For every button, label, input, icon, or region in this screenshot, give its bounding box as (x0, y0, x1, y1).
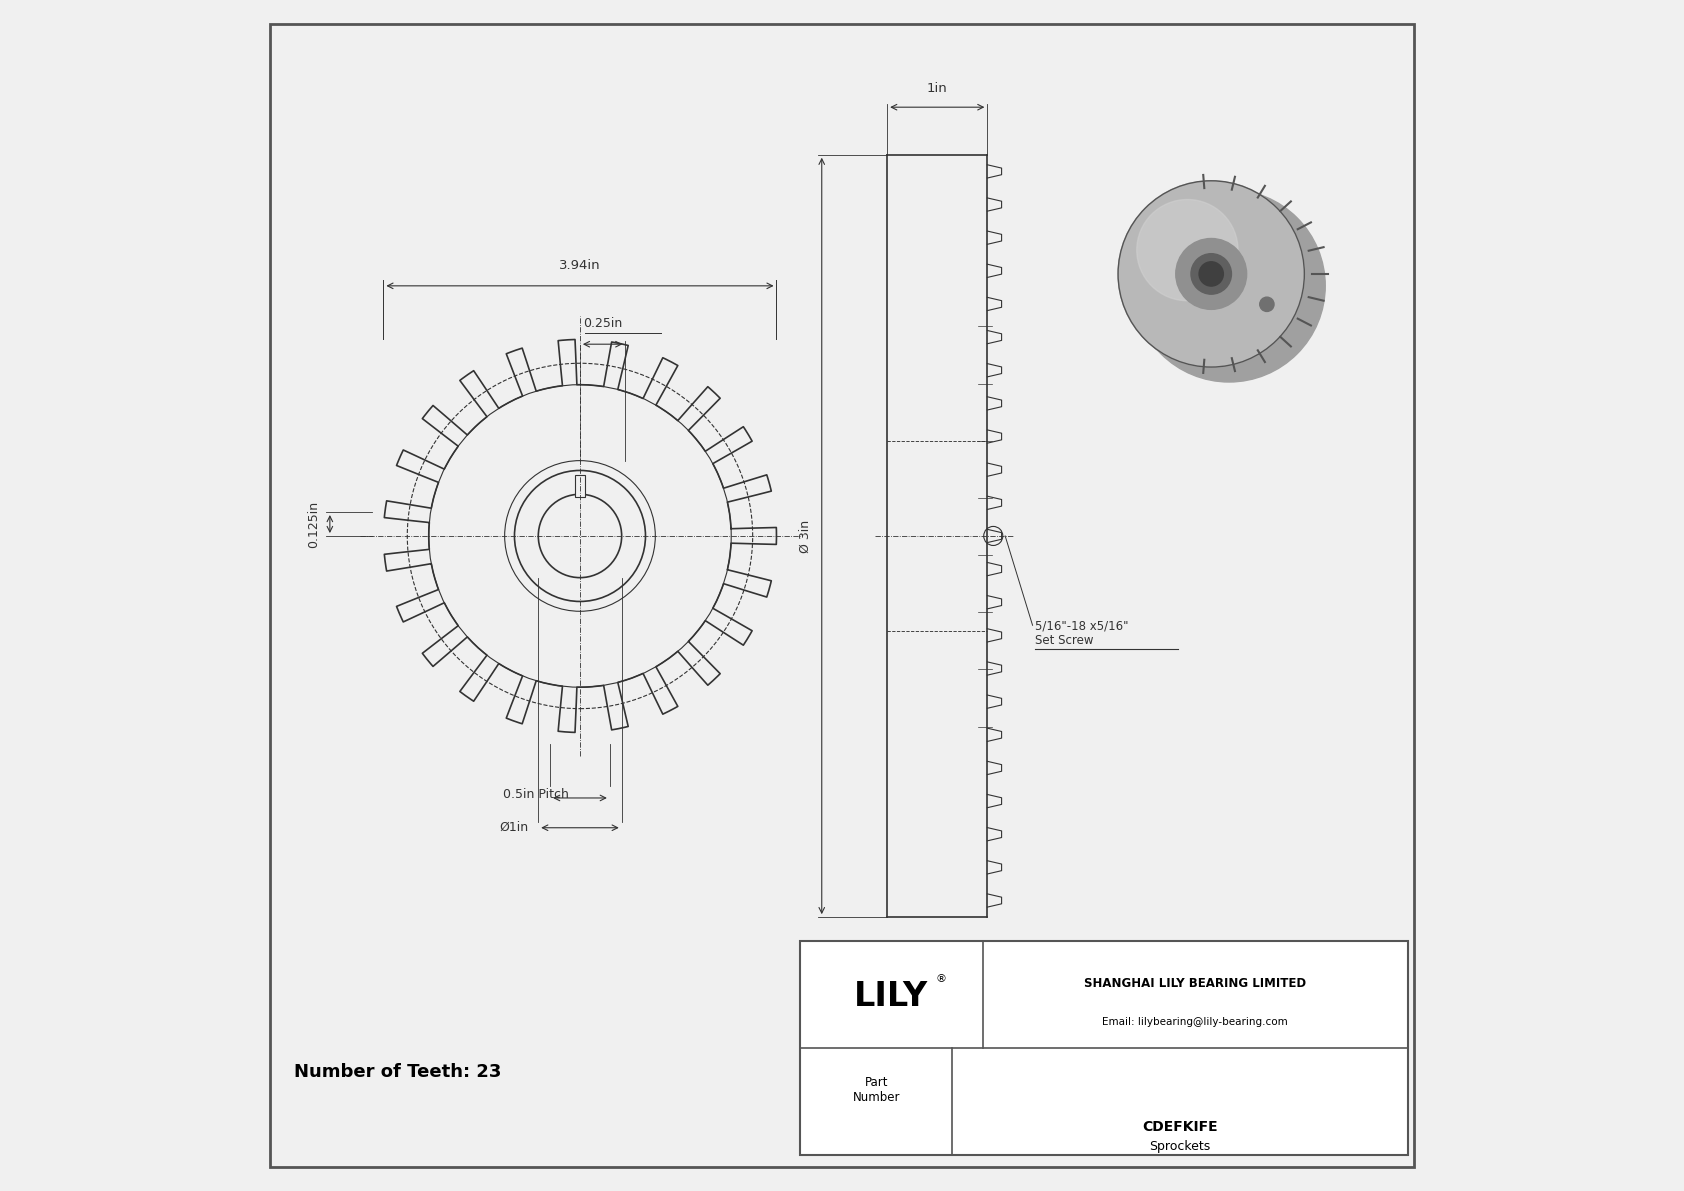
Text: 0.25in: 0.25in (583, 317, 621, 330)
Text: Sprockets: Sprockets (1148, 1140, 1211, 1153)
Text: SHANGHAI LILY BEARING LIMITED: SHANGHAI LILY BEARING LIMITED (1084, 978, 1307, 990)
Text: 1in: 1in (926, 82, 948, 95)
Text: LILY: LILY (854, 980, 928, 1014)
Text: Part
Number: Part Number (852, 1075, 899, 1104)
Text: Email: lilybearing@lily-bearing.com: Email: lilybearing@lily-bearing.com (1103, 1017, 1288, 1028)
Text: CDEFKIFE: CDEFKIFE (1142, 1121, 1218, 1134)
Circle shape (1137, 200, 1238, 300)
Text: Ø1in: Ø1in (500, 822, 529, 834)
Text: ®: ® (936, 974, 946, 984)
Circle shape (1191, 254, 1231, 294)
Text: 3.94in: 3.94in (559, 258, 601, 272)
Circle shape (1260, 298, 1275, 312)
Text: Ø 3in: Ø 3in (800, 519, 812, 553)
Circle shape (1199, 262, 1223, 286)
Text: Number of Teeth: 23: Number of Teeth: 23 (295, 1062, 502, 1081)
Text: 0.5in Pitch: 0.5in Pitch (502, 788, 569, 800)
Circle shape (1133, 189, 1325, 382)
Text: 5/16"-18 x5/16"
Set Screw: 5/16"-18 x5/16" Set Screw (1036, 619, 1128, 648)
Bar (800, 941, 1408, 1155)
Text: 0.125in: 0.125in (308, 500, 320, 548)
Circle shape (1175, 238, 1246, 310)
Circle shape (1118, 181, 1305, 367)
Bar (576, 475, 584, 497)
